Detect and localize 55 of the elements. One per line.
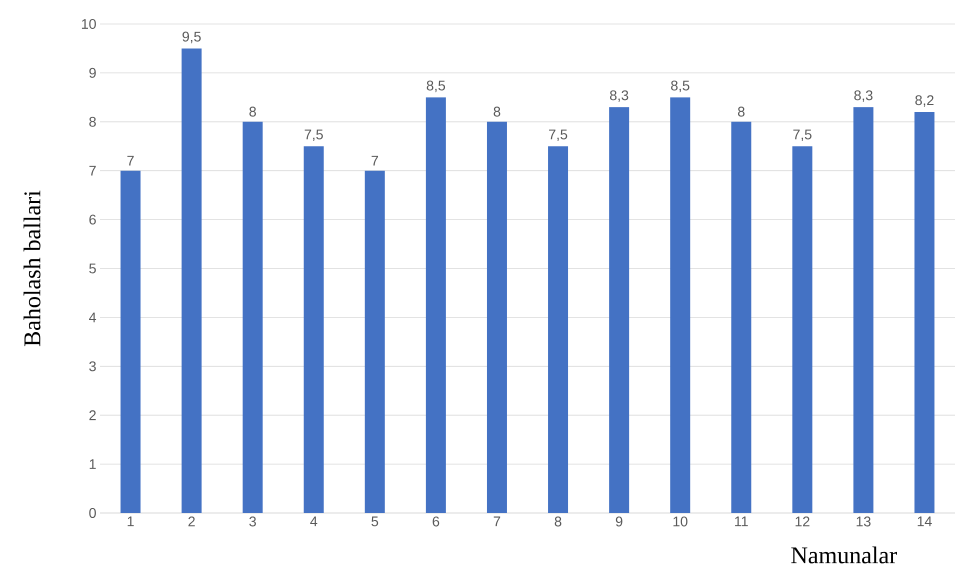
- data-label: 8,5: [426, 80, 446, 92]
- y-tick-label: 8: [89, 116, 96, 127]
- data-label: 7: [372, 156, 378, 166]
- y-tick-label: 5: [89, 264, 96, 274]
- y-tick-label: 2: [89, 410, 96, 420]
- y-tick-label: 1: [90, 459, 96, 469]
- y-tick-label: 9: [89, 68, 96, 78]
- bar: [792, 146, 812, 513]
- x-tick-label: 8: [554, 516, 562, 526]
- bar: [914, 112, 934, 513]
- y-tick-label: 7: [89, 166, 96, 176]
- data-label: 9,5: [182, 32, 201, 44]
- bar: [426, 97, 446, 513]
- data-label: 7: [127, 156, 134, 166]
- bar: [609, 107, 630, 513]
- y-tick-label: 10: [82, 19, 96, 29]
- x-tick-label: 10: [673, 516, 688, 526]
- data-label: 8: [249, 106, 256, 117]
- x-tick-label: 13: [856, 516, 871, 526]
- data-label: 8,3: [610, 90, 628, 102]
- y-axis-title: Baholash ballari: [24, 190, 40, 346]
- x-tick-label: 2: [188, 516, 195, 526]
- data-label: 8: [494, 106, 500, 117]
- x-tick-label: 12: [796, 516, 810, 526]
- y-tick-label: 6: [89, 214, 96, 225]
- bar: [853, 107, 874, 513]
- x-tick-label: 7: [494, 516, 500, 526]
- data-label: 7,5: [549, 130, 568, 142]
- data-label: 7,5: [304, 130, 323, 142]
- y-tick-label: 0: [89, 508, 96, 518]
- x-tick-label: 4: [310, 516, 318, 526]
- y-tick-label: 3: [89, 361, 96, 372]
- bar: [242, 122, 263, 513]
- bar: [364, 170, 385, 513]
- x-tick-label: 9: [616, 516, 622, 526]
- x-axis-title: Namunalar: [791, 546, 897, 564]
- x-tick-label: 6: [432, 516, 440, 526]
- data-label: 8: [738, 106, 745, 117]
- bar: [120, 170, 141, 513]
- bar: [486, 122, 507, 513]
- data-label: 8,5: [671, 80, 690, 92]
- x-tick-label: 1: [128, 516, 134, 526]
- data-label: 8,3: [854, 90, 873, 102]
- x-tick-label: 11: [735, 516, 748, 526]
- x-tick-label: 3: [249, 516, 256, 526]
- x-tick-label: 14: [918, 516, 932, 526]
- data-label: 7,5: [793, 130, 812, 142]
- bar: [670, 97, 690, 513]
- x-tick-label: 5: [371, 516, 378, 526]
- y-tick-label: 4: [89, 312, 96, 322]
- bar: [731, 122, 752, 513]
- bar: [548, 146, 568, 513]
- bar: [304, 146, 324, 513]
- bar: [182, 48, 202, 513]
- data-label: 8,2: [915, 95, 934, 107]
